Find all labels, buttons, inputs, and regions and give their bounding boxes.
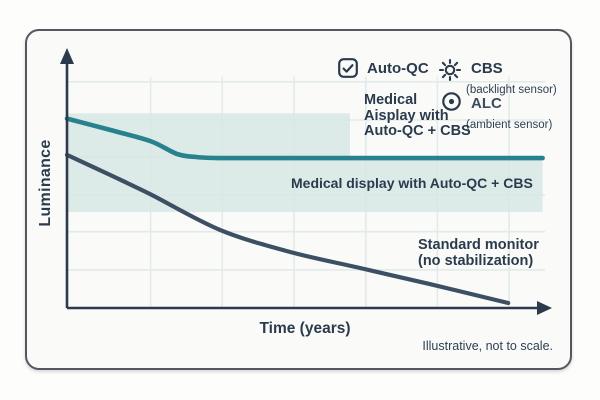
- figure-card: [25, 29, 572, 370]
- legend-alc-label: ALC: [471, 95, 502, 112]
- x-axis-label: Time (years): [259, 320, 351, 337]
- sun-icon: [438, 58, 462, 82]
- standard-monitor-label-line1: Standard monitor: [418, 237, 539, 253]
- legend-medical-display-line3: Auto-QC + CBS: [364, 123, 471, 139]
- checkbox-check-icon: [338, 58, 358, 78]
- circle-dot-icon: [442, 92, 461, 111]
- standard-monitor-label-line2: (no stabilization): [418, 252, 534, 269]
- footnote: Illustrative, not to scale.: [422, 339, 553, 353]
- legend-medical-display-line1: Medical: [364, 92, 418, 108]
- legend-alc-sublabel: (ambient sensor): [466, 119, 553, 131]
- legend-auto-qc-label: Auto-QC: [367, 60, 429, 77]
- legend-cbs-label: CBS: [471, 60, 503, 77]
- y-axis-label: Luminance: [37, 139, 54, 227]
- legend-cbs-sublabel: (backlight sensor): [466, 84, 557, 96]
- standard-monitor-label: Standard monitor (no stabilization): [418, 237, 539, 269]
- band-label: Medical display with Auto-QC + CBS: [291, 175, 533, 191]
